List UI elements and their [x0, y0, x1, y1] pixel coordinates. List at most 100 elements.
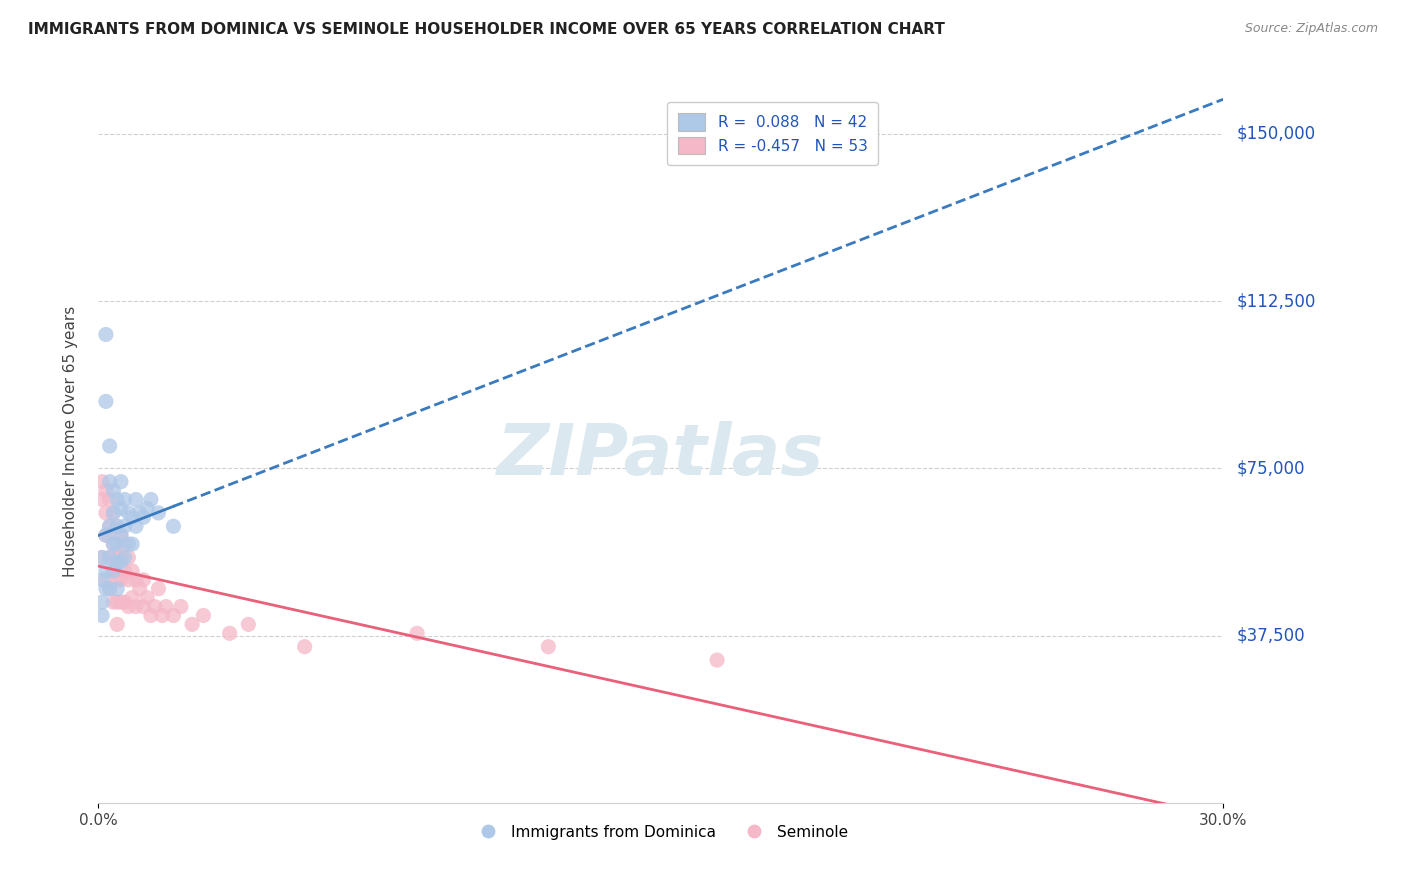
- Point: [114, 595, 136, 609]
- Point: [117, 550, 139, 565]
- Point: [136, 501, 159, 516]
- Point: [103, 483, 125, 498]
- Point: [114, 550, 136, 565]
- Point: [110, 550, 132, 565]
- Legend: Immigrants from Dominica, Seminole: Immigrants from Dominica, Seminole: [467, 819, 855, 846]
- Point: [94, 394, 117, 409]
- Point: [132, 510, 155, 524]
- Point: [162, 519, 184, 533]
- Point: [125, 492, 148, 507]
- Point: [150, 608, 173, 623]
- Point: [91, 475, 114, 489]
- Point: [294, 640, 316, 654]
- Point: [94, 573, 117, 587]
- Point: [98, 475, 121, 489]
- Point: [103, 537, 125, 551]
- Point: [110, 555, 132, 569]
- Point: [117, 537, 139, 551]
- Point: [110, 475, 132, 489]
- Point: [91, 550, 114, 565]
- Point: [110, 528, 132, 542]
- Point: [128, 582, 150, 596]
- Point: [121, 591, 143, 605]
- Point: [98, 519, 121, 533]
- Text: Source: ZipAtlas.com: Source: ZipAtlas.com: [1244, 22, 1378, 36]
- Point: [706, 653, 728, 667]
- Point: [110, 573, 132, 587]
- Point: [94, 327, 117, 342]
- Point: [103, 564, 125, 578]
- Point: [218, 626, 240, 640]
- Point: [103, 595, 125, 609]
- Point: [103, 537, 125, 551]
- Point: [105, 555, 128, 569]
- Point: [98, 519, 121, 533]
- Point: [105, 617, 128, 632]
- Point: [121, 564, 143, 578]
- Point: [125, 573, 148, 587]
- Point: [170, 599, 193, 614]
- Point: [94, 582, 117, 596]
- Point: [105, 492, 128, 507]
- Point: [103, 506, 125, 520]
- Point: [148, 506, 170, 520]
- Point: [162, 608, 184, 623]
- Point: [132, 573, 155, 587]
- Point: [91, 595, 114, 609]
- Text: ZIPatlas: ZIPatlas: [498, 422, 824, 491]
- Point: [91, 573, 114, 587]
- Point: [94, 506, 117, 520]
- Point: [105, 550, 128, 565]
- Point: [139, 608, 162, 623]
- Text: $75,000: $75,000: [1237, 459, 1306, 477]
- Point: [91, 550, 114, 565]
- Point: [98, 550, 121, 565]
- Point: [105, 519, 128, 533]
- Point: [103, 506, 125, 520]
- Point: [114, 492, 136, 507]
- Point: [537, 640, 560, 654]
- Text: $37,500: $37,500: [1237, 626, 1306, 645]
- Point: [103, 564, 125, 578]
- Point: [132, 599, 155, 614]
- Point: [238, 617, 260, 632]
- Point: [121, 510, 143, 524]
- Point: [117, 599, 139, 614]
- Point: [117, 506, 139, 520]
- Point: [105, 582, 128, 596]
- Text: $112,500: $112,500: [1237, 292, 1316, 310]
- Point: [94, 483, 117, 498]
- Point: [114, 537, 136, 551]
- Point: [110, 501, 132, 516]
- Point: [125, 599, 148, 614]
- Point: [114, 564, 136, 578]
- Point: [143, 599, 166, 614]
- Point: [91, 492, 114, 507]
- Point: [406, 626, 429, 640]
- Point: [193, 608, 215, 623]
- Point: [181, 617, 204, 632]
- Y-axis label: Householder Income Over 65 years: Householder Income Over 65 years: [63, 306, 77, 577]
- Point: [105, 573, 128, 587]
- Point: [155, 599, 177, 614]
- Point: [117, 573, 139, 587]
- Point: [114, 519, 136, 533]
- Point: [110, 528, 132, 542]
- Point: [98, 582, 121, 596]
- Text: $150,000: $150,000: [1237, 125, 1316, 143]
- Point: [110, 595, 132, 609]
- Point: [98, 550, 121, 565]
- Point: [125, 519, 148, 533]
- Point: [105, 537, 128, 551]
- Point: [94, 528, 117, 542]
- Point: [98, 439, 121, 453]
- Point: [139, 492, 162, 507]
- Text: IMMIGRANTS FROM DOMINICA VS SEMINOLE HOUSEHOLDER INCOME OVER 65 YEARS CORRELATIO: IMMIGRANTS FROM DOMINICA VS SEMINOLE HOU…: [28, 22, 945, 37]
- Point: [105, 519, 128, 533]
- Point: [94, 528, 117, 542]
- Point: [128, 506, 150, 520]
- Point: [136, 591, 159, 605]
- Point: [98, 492, 121, 507]
- Point: [91, 608, 114, 623]
- Point: [98, 582, 121, 596]
